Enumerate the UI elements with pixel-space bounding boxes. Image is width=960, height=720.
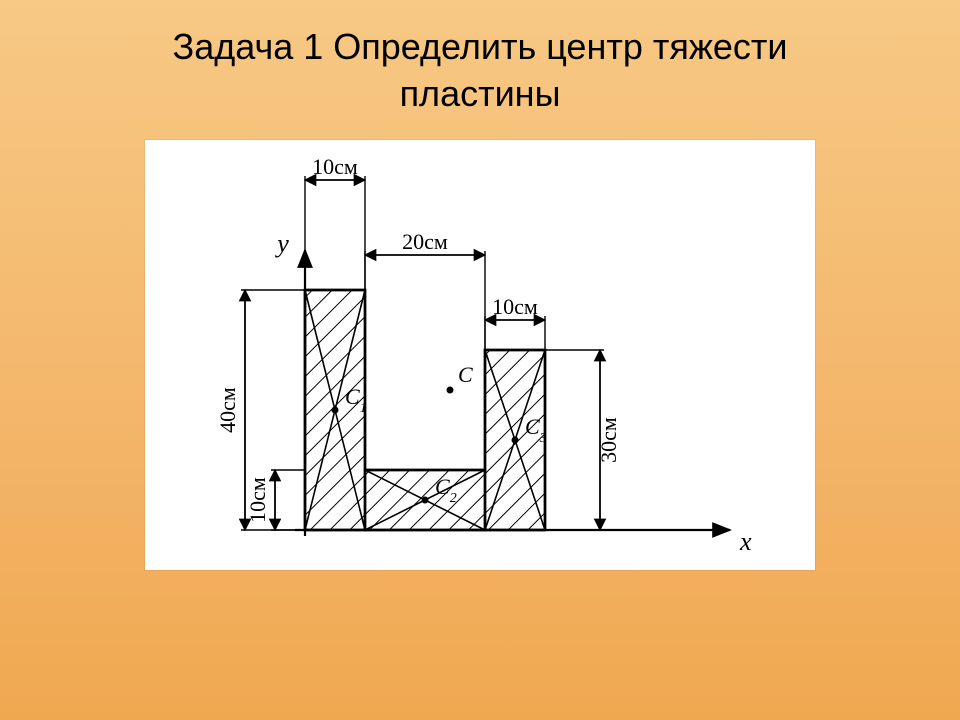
slide-title: Задача 1 Определить центр тяжести пласти… [0,0,960,118]
y-axis-label: y [274,229,289,258]
plate-outline [305,290,545,530]
title-line-1: Задача 1 Определить центр тяжести [172,26,787,67]
centroid-label-C: C [458,362,473,387]
centroid-dot-C [447,387,454,394]
x-axis-label: x [739,527,752,556]
diagram-container: C1C2C3Cxy10см20см10см40см10см30см [145,140,815,570]
centroid-dot-R2 [422,497,429,504]
slide-page: Задача 1 Определить центр тяжести пласти… [0,0,960,720]
dim-d_top_10b-text: 10см [492,294,538,319]
centroid-dot-R1 [332,407,339,414]
dim-d_top_10-text: 10см [312,154,358,179]
dim-d_left_40-text: 40см [215,387,240,433]
dim-d_right_30-text: 30см [596,417,621,463]
dim-d_top_20-text: 20см [402,229,448,254]
title-line-2: пластины [400,73,561,114]
centroid-dot-R3 [512,437,519,444]
figure-svg: C1C2C3Cxy10см20см10см40см10см30см [145,140,815,570]
dim-d_left_10-text: 10см [245,477,270,523]
